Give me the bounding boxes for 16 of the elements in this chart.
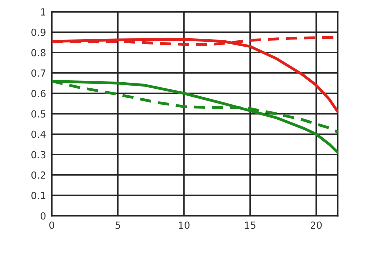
y-tick-label: 1 [41,8,46,16]
y-tick-label: 0.9 [32,28,46,36]
x-tick-label: 20 [310,222,322,230]
y-tick-label: 0.4 [32,130,46,138]
y-tick-label: 0.2 [32,172,46,180]
x-tick-label: 5 [116,222,120,230]
y-tick-label: 0 [40,212,46,220]
x-tick-label: 10 [179,222,190,230]
y-tick-label: 0.5 [32,110,46,118]
x-tick-label: 15 [245,222,256,230]
x-tick-label: 0 [50,222,54,230]
y-tick-label: 0.8 [32,49,46,57]
y-tick-label: 0.1 [32,192,46,200]
y-tick-label: 0.7 [32,70,46,78]
y-tick-label: 0.3 [32,151,46,159]
y-tick-label: 0.6 [32,90,46,98]
